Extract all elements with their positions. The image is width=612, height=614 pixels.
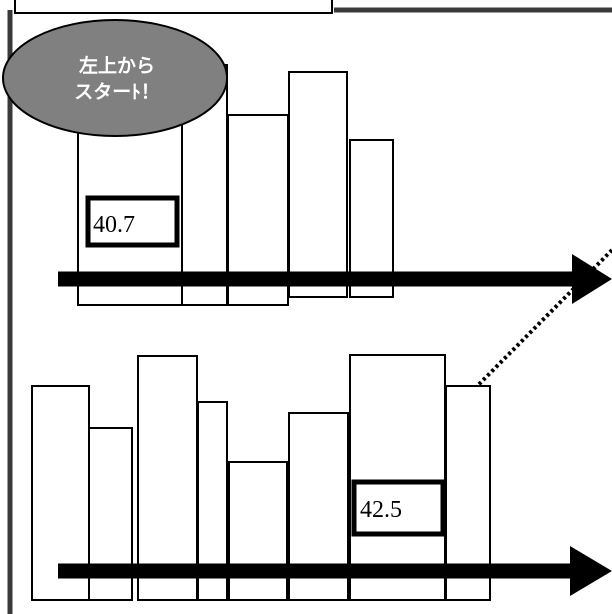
top-axis-arrowhead — [572, 254, 612, 304]
top-bar-4 — [288, 71, 348, 298]
top-left-box — [14, 0, 333, 14]
top-value-label: 40.7 — [93, 212, 135, 238]
bottom-bar-5 — [228, 461, 288, 601]
bottom-bar-3 — [137, 355, 198, 601]
bottom-row: 42.5 — [31, 354, 612, 601]
start-badge: 左上から スターﾄ！ — [2, 19, 228, 137]
bottom-axis-arrowhead — [570, 546, 612, 596]
top-value-box — [85, 195, 180, 248]
bottom-bar-7 — [349, 354, 446, 601]
start-badge-line2: スターﾄ！ — [74, 81, 160, 103]
start-badge-line1: 左上から — [79, 54, 155, 77]
top-bar-5 — [349, 139, 394, 298]
start-badge-ellipse — [2, 19, 228, 137]
bottom-value-label: 42.5 — [360, 497, 402, 523]
top-row: 40.7 — [58, 64, 612, 306]
bottom-value-box — [351, 479, 446, 537]
